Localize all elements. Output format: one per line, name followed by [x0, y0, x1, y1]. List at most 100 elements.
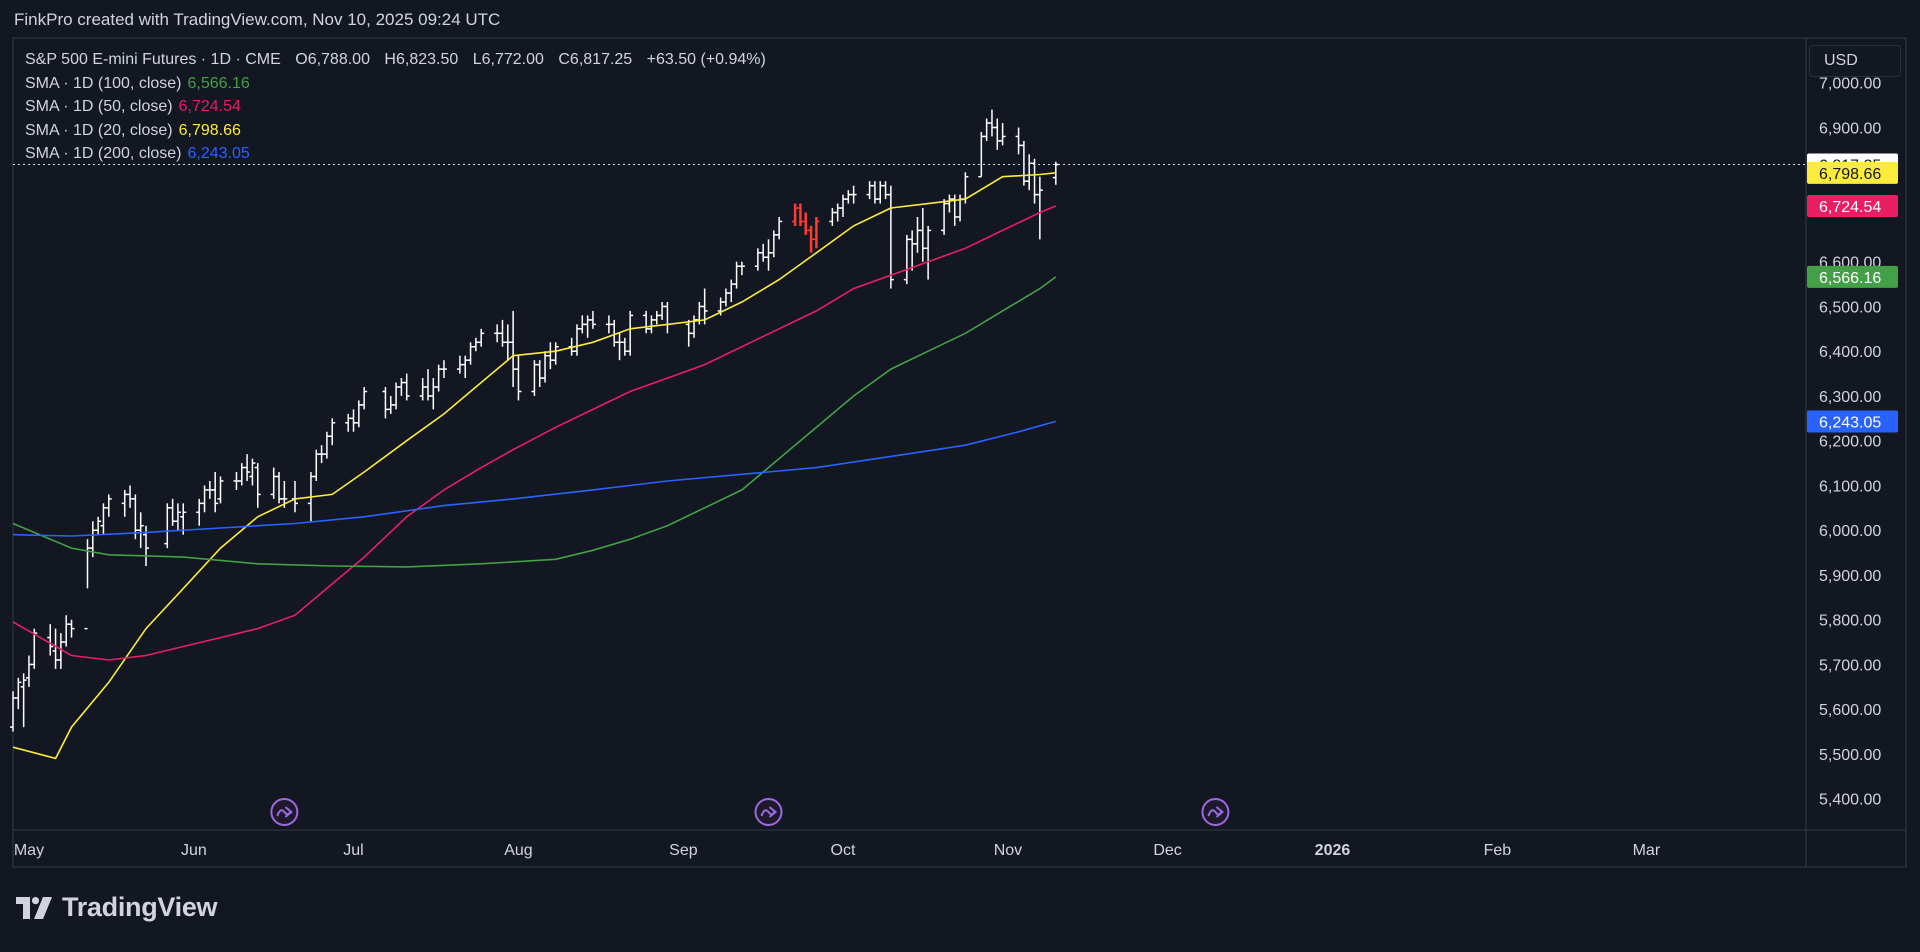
ohlc-bar[interactable] — [887, 185, 894, 289]
ohlc-bar[interactable] — [621, 337, 628, 356]
ohlc-bar[interactable] — [882, 181, 889, 200]
ohlc-bar[interactable] — [127, 485, 134, 508]
ohlc-bar[interactable] — [877, 181, 884, 204]
ohlc-bar[interactable] — [616, 333, 623, 361]
ohlc-bar[interactable] — [313, 449, 320, 481]
ohlc-bar[interactable] — [589, 310, 596, 329]
ohlc-bar[interactable] — [10, 691, 16, 732]
sma-line[interactable] — [12, 205, 1057, 661]
indicator-row-sma200[interactable]: SMA · 1D (200, close) 6,243.05 — [25, 142, 766, 166]
ohlc-bar[interactable] — [472, 337, 479, 352]
ohlc-bar[interactable] — [499, 319, 506, 347]
ohlc-bar[interactable] — [792, 203, 799, 226]
ohlc-bar[interactable] — [765, 239, 772, 271]
ohlc-bar[interactable] — [584, 315, 591, 338]
ohlc-bar[interactable] — [573, 324, 580, 356]
ohlc-bar[interactable] — [318, 445, 325, 464]
ohlc-bar[interactable] — [84, 539, 91, 630]
tradingview-logo[interactable]: TradingView — [16, 892, 218, 923]
ohlc-bar[interactable] — [244, 454, 251, 481]
ohlc-bar[interactable] — [871, 181, 878, 204]
ohlc-bar[interactable] — [808, 225, 815, 253]
ohlc-bar[interactable] — [648, 315, 655, 334]
event-marker-icon[interactable] — [1201, 798, 1230, 826]
ohlc-bar[interactable] — [217, 476, 224, 504]
ohlc-bar[interactable] — [988, 109, 995, 137]
ohlc-bar[interactable] — [839, 194, 846, 217]
indicator-row-sma20[interactable]: SMA · 1D (20, close) 6,798.66 — [25, 119, 766, 143]
ohlc-bar[interactable] — [254, 463, 261, 508]
ohlc-bar[interactable] — [515, 355, 522, 401]
ohlc-bar[interactable] — [813, 216, 820, 249]
ohlc-bar[interactable] — [419, 378, 426, 401]
ohlc-bar[interactable] — [196, 498, 203, 526]
ohlc-bar[interactable] — [462, 355, 469, 379]
event-marker-icon[interactable] — [270, 798, 299, 826]
ohlc-bar[interactable] — [845, 190, 852, 204]
ohlc-bar[interactable] — [63, 615, 70, 647]
ohlc-bar[interactable] — [978, 131, 985, 178]
ohlc-bar[interactable] — [510, 310, 517, 388]
ohlc-bar[interactable] — [435, 364, 442, 392]
ohlc-bar[interactable] — [664, 302, 671, 334]
ohlc-bar[interactable] — [643, 310, 650, 334]
ohlc-bar[interactable] — [925, 225, 932, 280]
ohlc-bar[interactable] — [47, 624, 54, 656]
sma-line[interactable] — [12, 420, 1057, 537]
ohlc-bar[interactable] — [802, 212, 809, 235]
ohlc-bar[interactable] — [999, 123, 1006, 146]
ohlc-bar[interactable] — [909, 230, 916, 271]
ohlc-bar[interactable] — [951, 194, 958, 226]
ohlc-bar[interactable] — [834, 203, 841, 222]
ohlc-bar[interactable] — [903, 234, 910, 285]
ohlc-bar[interactable] — [760, 243, 767, 262]
ohlc-bar[interactable] — [174, 503, 181, 531]
ohlc-bar[interactable] — [456, 355, 463, 374]
ohlc-bar[interactable] — [270, 467, 277, 499]
ohlc-bar[interactable] — [547, 342, 554, 370]
ohlc-bar[interactable] — [95, 516, 102, 535]
ohlc-bar[interactable] — [829, 208, 836, 226]
indicator-row-sma100[interactable]: SMA · 1D (100, close) 6,566.16 — [25, 72, 766, 96]
ohlc-bar[interactable] — [398, 378, 405, 396]
ohlc-bar[interactable] — [52, 628, 59, 669]
ohlc-bar[interactable] — [329, 418, 336, 446]
ohlc-bar[interactable] — [467, 342, 474, 365]
ohlc-bar[interactable] — [914, 216, 921, 253]
ohlc-bar[interactable] — [770, 230, 777, 258]
ohlc-bar[interactable] — [478, 328, 485, 347]
ohlc-bar[interactable] — [552, 342, 559, 365]
ohlc-bar[interactable] — [105, 494, 112, 517]
ohlc-bar[interactable] — [1026, 154, 1033, 191]
ohlc-bar[interactable] — [627, 310, 634, 356]
ohlc-bar[interactable] — [361, 387, 368, 410]
ohlc-bar[interactable] — [994, 118, 1001, 150]
ohlc-bar[interactable] — [536, 360, 543, 388]
ohlc-bar[interactable] — [31, 628, 38, 669]
ohlc-bar[interactable] — [424, 369, 431, 401]
ohlc-bar[interactable] — [653, 310, 660, 325]
sma-line[interactable] — [12, 276, 1057, 568]
ohlc-bar[interactable] — [866, 181, 873, 200]
ohlc-bar[interactable] — [291, 480, 298, 513]
ohlc-bar[interactable] — [323, 431, 330, 459]
ohlc-bar[interactable] — [233, 472, 240, 490]
ohlc-bar[interactable] — [1015, 127, 1022, 155]
ohlc-bar[interactable] — [382, 387, 389, 419]
ohlc-bar[interactable] — [531, 360, 538, 396]
ohlc-bar[interactable] — [957, 194, 964, 222]
event-marker-icon[interactable] — [754, 798, 783, 826]
ohlc-bar[interactable] — [733, 261, 740, 289]
symbol-row[interactable]: S&P 500 E-mini Futures · 1D · CME O6,788… — [25, 48, 766, 72]
ohlc-bar[interactable] — [212, 472, 219, 513]
ohlc-bar[interactable] — [1020, 140, 1027, 186]
ohlc-bar[interactable] — [504, 324, 511, 361]
ohlc-bar[interactable] — [919, 208, 926, 262]
ohlc-bar[interactable] — [355, 400, 362, 428]
ohlc-bar[interactable] — [1036, 176, 1043, 240]
ohlc-bar[interactable] — [100, 503, 107, 535]
ohlc-bar[interactable] — [946, 194, 953, 213]
ohlc-bar[interactable] — [754, 248, 761, 271]
ohlc-bar[interactable] — [659, 302, 666, 320]
